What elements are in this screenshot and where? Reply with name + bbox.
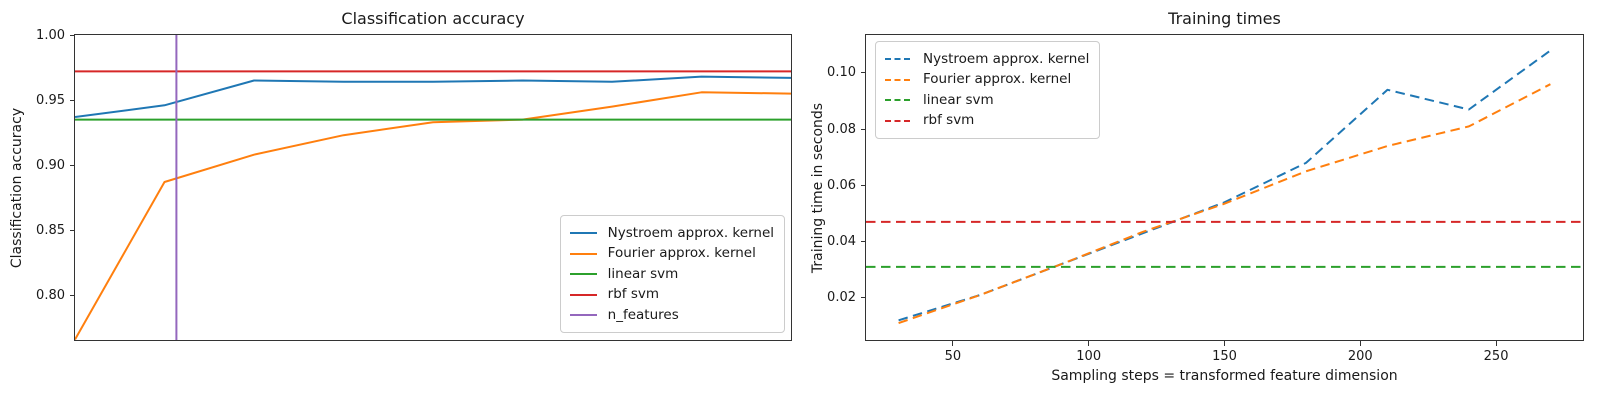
legend-line-swatch-icon [885,119,912,122]
times-series-canvas [866,49,1583,325]
accuracy-y-axis-label: Classification accuracy [9,107,25,269]
accuracy-series-canvas [75,35,791,340]
accuracy-title: Classification accuracy [341,9,525,28]
times-y-tick-mark [861,72,866,74]
accuracy-line-fourier-approx-kernel [75,91,791,340]
times-y-tick-label: 0.04 [827,234,856,250]
accuracy-y-tick-label: 0.95 [36,92,65,108]
legend-label: n_features [607,306,679,323]
accuracy-legend-item: rbf svm [569,285,774,304]
accuracy-y-tick-mark [70,99,75,101]
times-x-tick-mark [1359,341,1361,346]
times-y-tick-label: 0.02 [827,290,856,306]
times-x-tick-label: 250 [1483,349,1509,364]
times-x-tick-label: 150 [1212,349,1237,364]
accuracy-y-tick-label: 1.00 [36,27,65,43]
legend-line-swatch-icon [569,293,597,296]
legend-line-swatch-icon [569,273,597,275]
accuracy-y-tick-label: 0.85 [36,222,65,238]
accuracy-legend-item: n_features [569,306,774,325]
times-x-axis-label: Sampling steps = transformed feature dim… [1051,368,1398,384]
accuracy-legend-item: Nystroem approx. kernel [569,224,774,243]
legend-line-swatch-icon [885,58,912,60]
legend-label: linear svm [923,91,994,108]
times-line-fourier-approx-kernel [898,83,1551,325]
accuracy-y-tick-mark [70,34,75,36]
accuracy-line-nystroem-approx-kernel [75,75,791,118]
accuracy-y-tick-label: 0.80 [36,287,65,303]
times-legend: Nystroem approx. kernel Fourier approx. k… [875,41,1101,139]
legend-label: Fourier approx. kernel [607,245,756,261]
times-x-tick-label: 100 [1076,349,1102,364]
accuracy-y-tick-mark [70,229,75,231]
accuracy-y-tick-mark [70,294,75,296]
legend-line-swatch-icon [569,314,597,316]
times-legend-item: Nystroem approx. kernel [885,50,1089,69]
times-plot-area [865,34,1584,341]
accuracy-legend-item: linear svm [569,265,774,284]
times-x-tick-label: 50 [944,349,962,364]
accuracy-plot-area [74,34,792,341]
legend-label: Fourier approx. kernel [923,71,1072,87]
times-x-tick-mark [952,341,954,346]
legend-label: Nystroem approx. kernel [923,50,1090,67]
times-legend-item: linear svm [885,91,1089,110]
times-x-tick-mark [1224,341,1225,346]
times-title: Training times [1168,9,1281,28]
legend-label: Nystroem approx. kernel [607,224,774,241]
accuracy-y-tick-label: 0.90 [36,157,65,173]
times-y-tick-mark [861,128,866,130]
times-y-tick-mark [861,297,866,299]
legend-line-swatch-icon [569,232,597,234]
times-y-tick-label: 0.10 [827,65,856,81]
times-y-tick-mark [861,241,866,243]
accuracy-legend: Nystroem approx. kernel Fourier approx. k… [559,215,785,333]
times-x-tick-label: 200 [1347,349,1373,364]
legend-line-swatch-icon [885,99,912,101]
times-y-tick-label: 0.08 [827,121,856,137]
legend-line-swatch-icon [885,78,912,81]
times-legend-item: Fourier approx. kernel [885,70,1089,89]
times-x-tick-mark [1088,341,1090,346]
accuracy-legend-item: Fourier approx. kernel [569,244,774,263]
times-line-nystroem-approx-kernel [898,49,1551,322]
accuracy-y-tick-mark [70,164,75,166]
legend-label: linear svm [607,265,679,282]
times-legend-item: rbf svm [885,111,1089,130]
times-y-tick-mark [861,184,866,186]
legend-label: rbf svm [607,286,660,302]
legend-label: rbf svm [923,112,975,128]
legend-line-swatch-icon [569,252,597,255]
times-x-tick-mark [1495,341,1497,346]
times-y-tick-label: 0.06 [827,177,856,193]
